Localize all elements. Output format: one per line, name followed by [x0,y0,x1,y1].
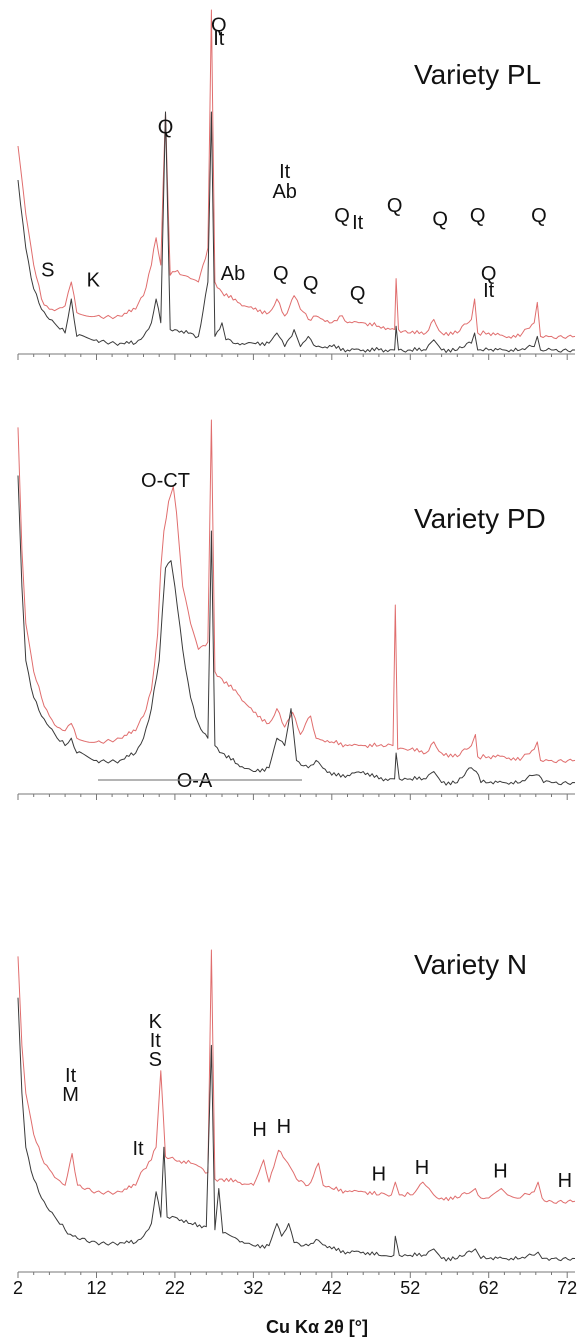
phase-label: M [62,1084,79,1106]
x-tick-label: 2 [13,1278,23,1298]
panel-title: Variety N [414,949,527,980]
series-line-red [17,949,576,1204]
phase-label: It [483,280,495,302]
phase-label: O-A [177,770,213,792]
x-tick-label: 42 [322,1278,342,1298]
x-tick-label: 62 [479,1278,499,1298]
panel-series [17,419,576,786]
phase-label: Q [334,205,350,227]
phase-label: Q [470,205,486,227]
phase-label: Q [387,195,403,217]
phase-label: H [277,1116,291,1138]
phase-label: Ab [221,263,245,285]
phase-label: It [65,1065,77,1087]
phase-label: It [279,161,291,183]
phase-label: Q [350,283,366,305]
x-axis-label: Cu Kα 2θ [°] [266,1317,368,1337]
x-tick-labels: 2 12 22 32 42 52 62 72 [13,1278,577,1298]
series-line-dark [17,475,576,786]
phase-label: Q [481,263,497,285]
phase-label: It [150,1030,162,1052]
panel-variety-pd: O-CT O-A Variety PD [17,419,576,800]
phase-label: S [41,259,54,281]
phase-label: It [132,1138,144,1160]
panel-title: Variety PL [414,59,541,90]
phase-label: K [87,270,101,292]
phase-label: H [493,1160,507,1182]
panel-x-axis [17,1271,575,1278]
panel-x-axis [17,353,575,360]
phase-label: K [149,1011,163,1033]
panel-title: Variety PD [414,503,546,534]
phase-label: Ab [272,181,296,203]
series-line-dark [17,111,576,353]
x-tick-label: 32 [243,1278,263,1298]
phase-label: Q [531,205,547,227]
phase-label: H [415,1157,429,1179]
phase-label: Q [211,15,227,37]
x-tick-label: 52 [400,1278,420,1298]
x-tick-label: 12 [86,1278,106,1298]
series-line-red [17,419,576,764]
series-line-red [17,9,576,340]
series-line-dark [17,997,576,1262]
phase-label: Q [273,263,289,285]
phase-label: It [213,28,225,50]
phase-label: It [352,212,364,234]
panel-annotations: O-CT O-A [98,470,302,792]
phase-label: Q [158,117,174,139]
phase-label: H [372,1164,386,1186]
phase-label: Q [303,273,319,295]
phase-label: S [149,1049,162,1071]
phase-label: Q [432,208,448,230]
panel-series [17,949,576,1262]
x-tick-label: 72 [557,1278,577,1298]
phase-label: O-CT [141,470,190,492]
panel-x-axis [17,793,575,800]
panel-series [17,9,576,353]
phase-label: H [252,1119,266,1141]
x-tick-label: 22 [165,1278,185,1298]
phase-label: H [558,1170,572,1192]
